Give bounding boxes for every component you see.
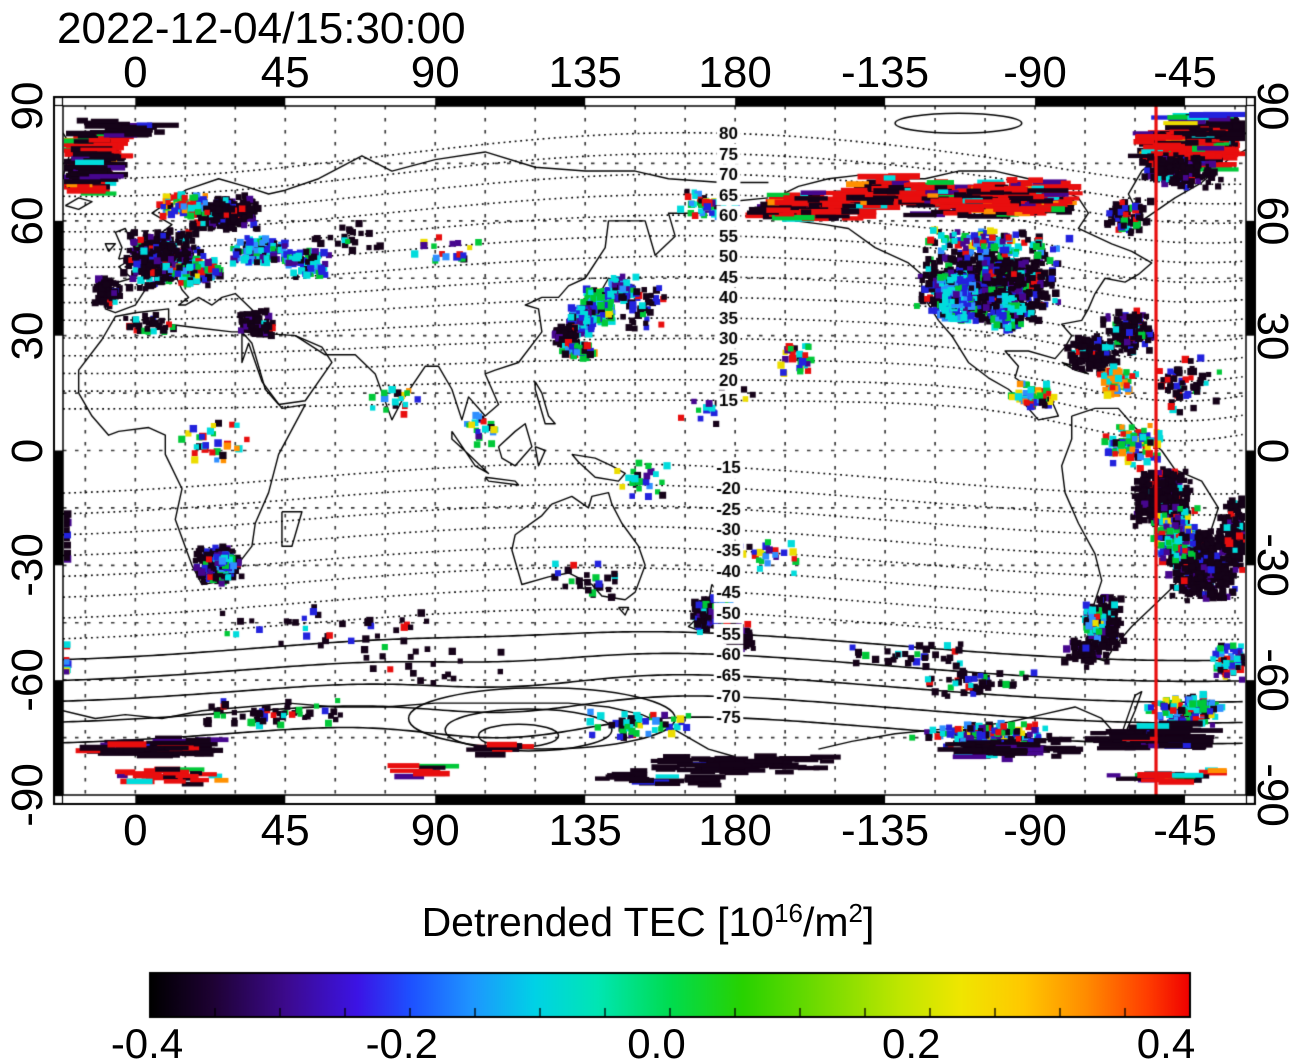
colorbar-title-exponent2: 2 bbox=[848, 898, 864, 928]
lon-tick-label-bottom: 180 bbox=[698, 806, 772, 855]
colorbar-title: Detrended TEC [1016/m2] bbox=[0, 898, 1296, 946]
lon-tick-label-bottom: -90 bbox=[1003, 806, 1067, 855]
lat-tick-label-left: -30 bbox=[3, 533, 52, 598]
lat-tick-label-left: 60 bbox=[3, 196, 52, 246]
colorbar-title-exponent: 16 bbox=[774, 898, 803, 928]
lon-tick-label-top: -90 bbox=[1003, 48, 1067, 97]
lon-tick-label-bottom: 90 bbox=[410, 806, 460, 855]
lon-tick-label-top: 135 bbox=[548, 48, 622, 97]
lat-tick-label-right: -30 bbox=[1248, 533, 1296, 598]
colorbar-title-bracket: ] bbox=[863, 899, 875, 945]
lat-tick-label-right: -60 bbox=[1248, 648, 1296, 712]
lon-tick-label-top: 90 bbox=[410, 48, 460, 97]
lat-tick-label-right: 0 bbox=[1248, 438, 1296, 463]
lon-tick-label-bottom: -135 bbox=[841, 806, 930, 855]
colorbar-tick-label: 0.4 bbox=[1136, 1020, 1196, 1064]
lon-tick-label-top: 180 bbox=[698, 48, 772, 97]
lon-tick-label-bottom: 0 bbox=[123, 806, 148, 855]
lat-tick-label-right: 90 bbox=[1248, 81, 1296, 131]
lat-tick-label-left: -90 bbox=[3, 763, 52, 827]
colorbar-tick-label: -0.2 bbox=[365, 1020, 438, 1064]
colorbar-tick-label: -0.4 bbox=[110, 1020, 184, 1064]
colorbar-title-text: Detrended TEC [10 bbox=[421, 899, 775, 945]
lat-tick-label-left: 90 bbox=[3, 81, 52, 131]
lon-tick-label-bottom: 45 bbox=[260, 806, 310, 855]
colorbar-title-unit: /m bbox=[803, 899, 849, 945]
lon-tick-label-top: -135 bbox=[841, 48, 930, 97]
lon-tick-label-bottom: -45 bbox=[1153, 806, 1217, 855]
lon-tick-label-top: -45 bbox=[1153, 48, 1217, 97]
figure-timestamp-title: 2022-12-04/15:30:00 bbox=[57, 4, 466, 53]
lat-tick-label-right: 60 bbox=[1248, 196, 1296, 246]
lat-tick-label-left: 30 bbox=[3, 311, 52, 361]
colorbar-tick-label: 0.2 bbox=[882, 1020, 941, 1064]
lat-tick-label-right: 30 bbox=[1248, 311, 1296, 361]
lon-tick-label-top: 45 bbox=[260, 48, 310, 97]
lat-tick-label-left: 0 bbox=[3, 438, 52, 463]
lat-tick-label-left: -60 bbox=[3, 648, 52, 712]
lat-tick-label-right: -90 bbox=[1248, 763, 1296, 827]
lon-tick-label-top: 0 bbox=[123, 48, 148, 97]
lon-tick-label-bottom: 135 bbox=[548, 806, 622, 855]
colorbar-tick-label: 0.0 bbox=[627, 1020, 686, 1064]
